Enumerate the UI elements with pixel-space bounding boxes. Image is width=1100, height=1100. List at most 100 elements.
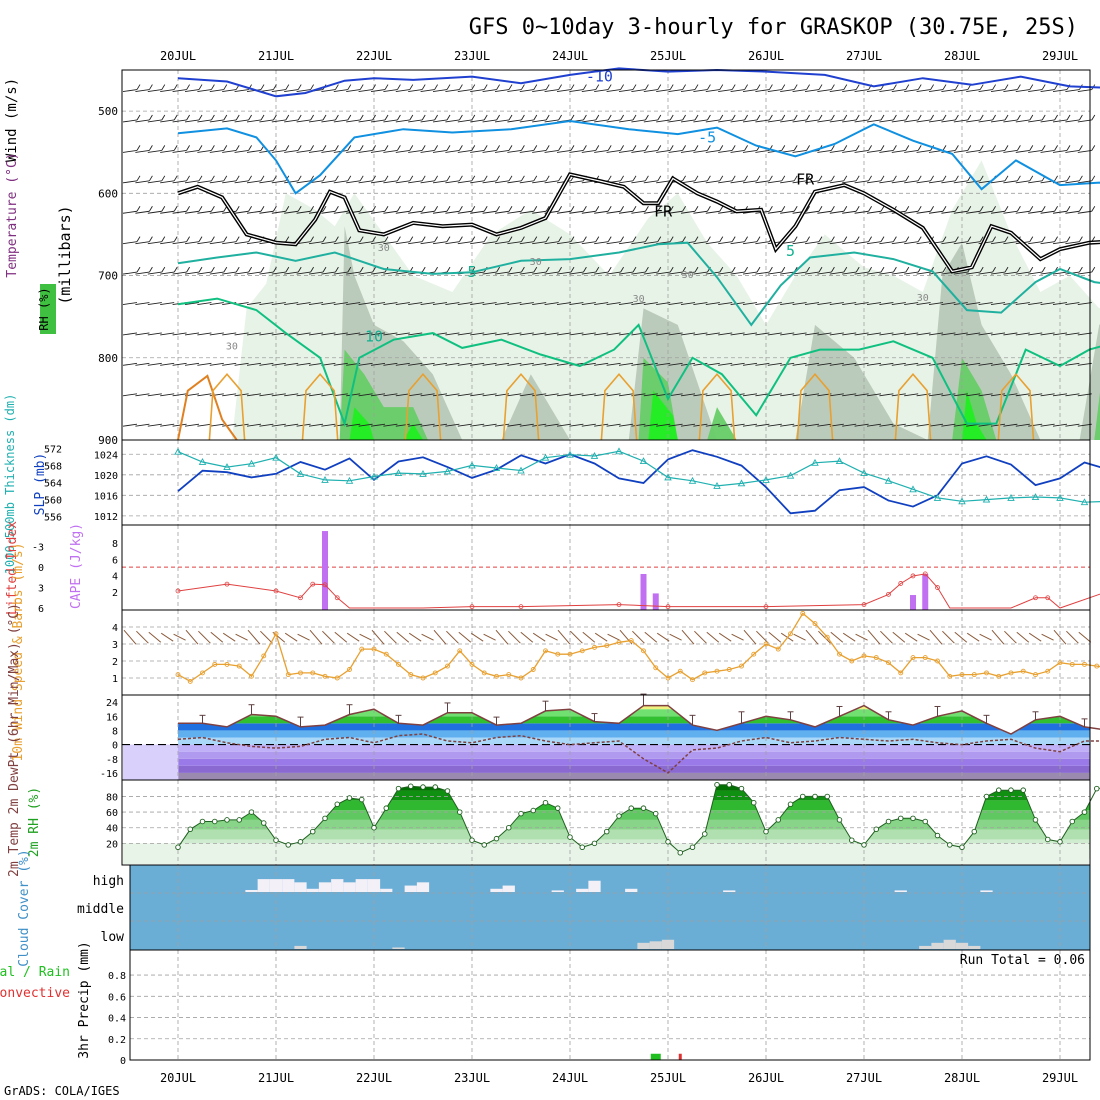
wind-barb xyxy=(780,393,795,397)
wind-barb-flag xyxy=(397,114,401,121)
wind-barb xyxy=(928,332,944,336)
wind-speed-point xyxy=(947,673,953,679)
wind-barb xyxy=(321,149,336,153)
wind-barb xyxy=(420,362,435,366)
wind-barb xyxy=(990,119,1006,123)
wind-barb xyxy=(358,119,373,123)
thickness-point xyxy=(321,475,329,483)
lifted-index-point xyxy=(1045,595,1051,601)
temp-band xyxy=(178,730,1090,738)
wind-barb-flag xyxy=(508,206,513,212)
wind-barb xyxy=(842,302,857,305)
cloud-low-bar xyxy=(919,945,932,949)
wind-barb-flag xyxy=(1017,114,1021,121)
wind-barb xyxy=(804,119,820,123)
wind-barb xyxy=(470,423,485,427)
wind-barb xyxy=(569,271,584,275)
cape-tick-label: 8 xyxy=(112,539,118,550)
wind-barb xyxy=(731,633,744,641)
wind-barb xyxy=(979,633,992,641)
wind-barb xyxy=(544,423,559,427)
wind-barb xyxy=(953,241,968,245)
wind-barb-flag xyxy=(273,175,277,182)
wind-barb xyxy=(445,332,460,336)
wind-barb xyxy=(829,89,844,93)
wind-barb xyxy=(1065,302,1080,305)
lifted-index-line xyxy=(177,573,1100,609)
wind-barb-flag xyxy=(632,206,637,212)
wind-barb-flag xyxy=(347,84,352,90)
wind-barb xyxy=(792,180,807,184)
wind-barb xyxy=(916,241,931,245)
wind-barb xyxy=(668,149,683,153)
wind-barb-flag xyxy=(992,84,996,90)
wind-barb xyxy=(792,302,807,305)
wind-barb-flag xyxy=(521,145,525,151)
wind-barb-flag xyxy=(694,114,699,121)
wind-barb xyxy=(544,393,559,397)
run-total-label: Run Total = 0.06 xyxy=(960,953,1085,968)
axis-label-thickness: 1000-500mb Thickness (dm) xyxy=(3,394,17,575)
wind-barb-flag xyxy=(744,175,748,182)
wind-speed-point xyxy=(1069,661,1075,667)
wind-barb xyxy=(197,393,212,397)
wind-barb xyxy=(507,241,522,245)
wind-barb-flag xyxy=(223,236,228,242)
wind-barb xyxy=(668,89,683,93)
wind-barb xyxy=(420,423,435,427)
wind-barb-flag xyxy=(310,206,314,212)
wind-barb xyxy=(606,302,621,305)
rh-point xyxy=(334,801,341,808)
wind-barb xyxy=(1028,302,1043,305)
wind-barb xyxy=(780,180,795,184)
cape-tick-label: 2 xyxy=(112,588,118,599)
date-label: 28JUL xyxy=(944,1071,980,1085)
rh-point xyxy=(457,809,463,815)
wind-barb xyxy=(1040,423,1055,427)
wind-barb xyxy=(556,393,572,397)
wind-barb-flag xyxy=(818,266,823,273)
wind-barb-flag xyxy=(434,114,438,121)
wind-barb xyxy=(519,89,534,93)
wind-barb-flag xyxy=(1041,145,1046,151)
wind-barb xyxy=(842,271,857,275)
wind-barb xyxy=(272,631,286,643)
rh-point xyxy=(665,839,671,845)
wind-barb xyxy=(494,332,510,336)
wind-barb-flag xyxy=(273,266,277,273)
wind-barb xyxy=(594,632,608,642)
wind-barb xyxy=(1015,271,1030,275)
wind-barb-flag xyxy=(459,114,463,121)
wind-barb-flag xyxy=(967,145,972,151)
wind-barb xyxy=(321,241,336,245)
wind-barb-flag xyxy=(149,236,153,242)
panel-frame xyxy=(129,949,1091,1061)
wind-barb-flag xyxy=(1079,114,1083,121)
wind-barb xyxy=(147,149,162,153)
wind-barb-flag xyxy=(707,175,711,182)
wind-barb xyxy=(755,423,770,427)
date-label: 27JUL xyxy=(846,49,882,63)
wind-barb xyxy=(135,180,150,184)
wind-barb xyxy=(879,332,894,336)
wind-barb xyxy=(606,271,621,275)
thickness-point xyxy=(517,466,525,474)
thickness-point xyxy=(174,447,182,455)
rh-point xyxy=(751,799,757,806)
wind-barb xyxy=(520,631,534,643)
thickness-point xyxy=(860,469,868,477)
wind-barb xyxy=(184,423,200,427)
date-label: 21JUL xyxy=(258,49,294,63)
wind-barb xyxy=(234,362,249,366)
wind-barb xyxy=(122,302,138,305)
wind-barb xyxy=(246,149,262,153)
wind-speed-point xyxy=(273,631,279,637)
cloud-low-bar xyxy=(968,945,981,949)
wind-barb xyxy=(916,149,931,153)
wind-barb xyxy=(408,332,423,336)
wind-speed-point xyxy=(690,677,695,683)
wind-barb-flag xyxy=(434,175,438,182)
wind-barb-flag xyxy=(310,114,314,121)
wind-barb xyxy=(358,393,373,397)
cloud-high-bar xyxy=(576,888,589,892)
